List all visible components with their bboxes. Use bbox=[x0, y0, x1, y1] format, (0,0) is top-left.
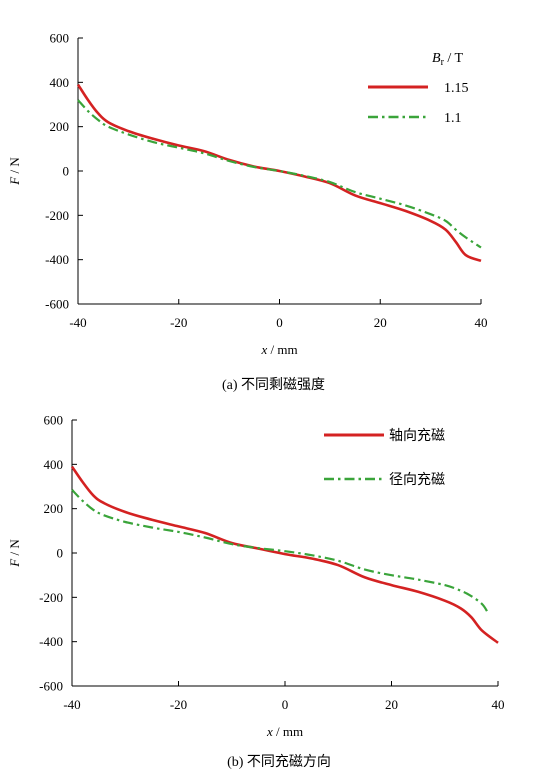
y-axis-label-var: F bbox=[7, 558, 22, 568]
x-tick-label: -20 bbox=[170, 697, 187, 712]
series-line-2 bbox=[77, 99, 482, 249]
y-tick-label: -400 bbox=[45, 252, 69, 267]
y-axis-label-var: F bbox=[7, 176, 22, 186]
y-tick-label: 0 bbox=[57, 546, 64, 561]
x-axis-label: x / mm bbox=[266, 724, 303, 739]
y-tick-label: 200 bbox=[44, 501, 64, 516]
legend-label-1: 轴向充磁 bbox=[389, 428, 445, 444]
x-tick-label: 0 bbox=[282, 697, 289, 712]
y-tick-label: -200 bbox=[45, 208, 69, 223]
series-line-2 bbox=[71, 489, 489, 613]
y-tick-label: 400 bbox=[50, 75, 70, 90]
legend-label-2: 1.1 bbox=[444, 111, 462, 126]
y-tick-label: 200 bbox=[50, 119, 70, 134]
y-tick-label: 600 bbox=[44, 413, 64, 428]
x-tick-label: 20 bbox=[385, 697, 398, 712]
y-tick-label: -600 bbox=[39, 679, 63, 694]
legend-label-2: 径向充磁 bbox=[389, 472, 445, 488]
legend-title-var: B bbox=[432, 51, 441, 66]
legend-label-1: 1.15 bbox=[444, 81, 469, 96]
x-tick-label: 40 bbox=[492, 697, 505, 712]
x-axis-label-unit: / mm bbox=[273, 724, 303, 739]
y-tick-label: 400 bbox=[44, 457, 64, 472]
x-axis-label-var: x bbox=[260, 342, 267, 357]
y-axis-label-unit: / N bbox=[7, 539, 22, 559]
series-line-1 bbox=[76, 83, 482, 263]
legend-title: Br / T bbox=[432, 51, 464, 68]
x-tick-label: 20 bbox=[374, 315, 387, 330]
x-axis-label-unit: / mm bbox=[267, 342, 297, 357]
y-tick-label: 0 bbox=[63, 164, 70, 179]
y-tick-label: -200 bbox=[39, 590, 63, 605]
chart-caption: (a) 不同剩磁强度 bbox=[222, 377, 325, 393]
x-tick-label: -40 bbox=[69, 315, 86, 330]
x-tick-label: 40 bbox=[475, 315, 488, 330]
y-tick-label: -400 bbox=[39, 634, 63, 649]
legend-title-sub: r bbox=[441, 57, 445, 68]
y-axis-label: F / N bbox=[7, 157, 22, 186]
x-axis-label: x / mm bbox=[260, 342, 297, 357]
series-line-1 bbox=[70, 465, 499, 644]
y-axis-label: F / N bbox=[7, 539, 22, 568]
x-tick-label: -40 bbox=[63, 697, 80, 712]
x-axis-label-var: x bbox=[266, 724, 273, 739]
y-axis-label-unit: / N bbox=[7, 157, 22, 177]
x-tick-label: -20 bbox=[170, 315, 187, 330]
legend-title-unit: / T bbox=[444, 51, 464, 66]
y-tick-label: -600 bbox=[45, 297, 69, 312]
y-tick-label: 600 bbox=[50, 31, 70, 46]
x-tick-label: 0 bbox=[276, 315, 283, 330]
chart-caption: (b) 不同充磁方向 bbox=[227, 754, 331, 770]
